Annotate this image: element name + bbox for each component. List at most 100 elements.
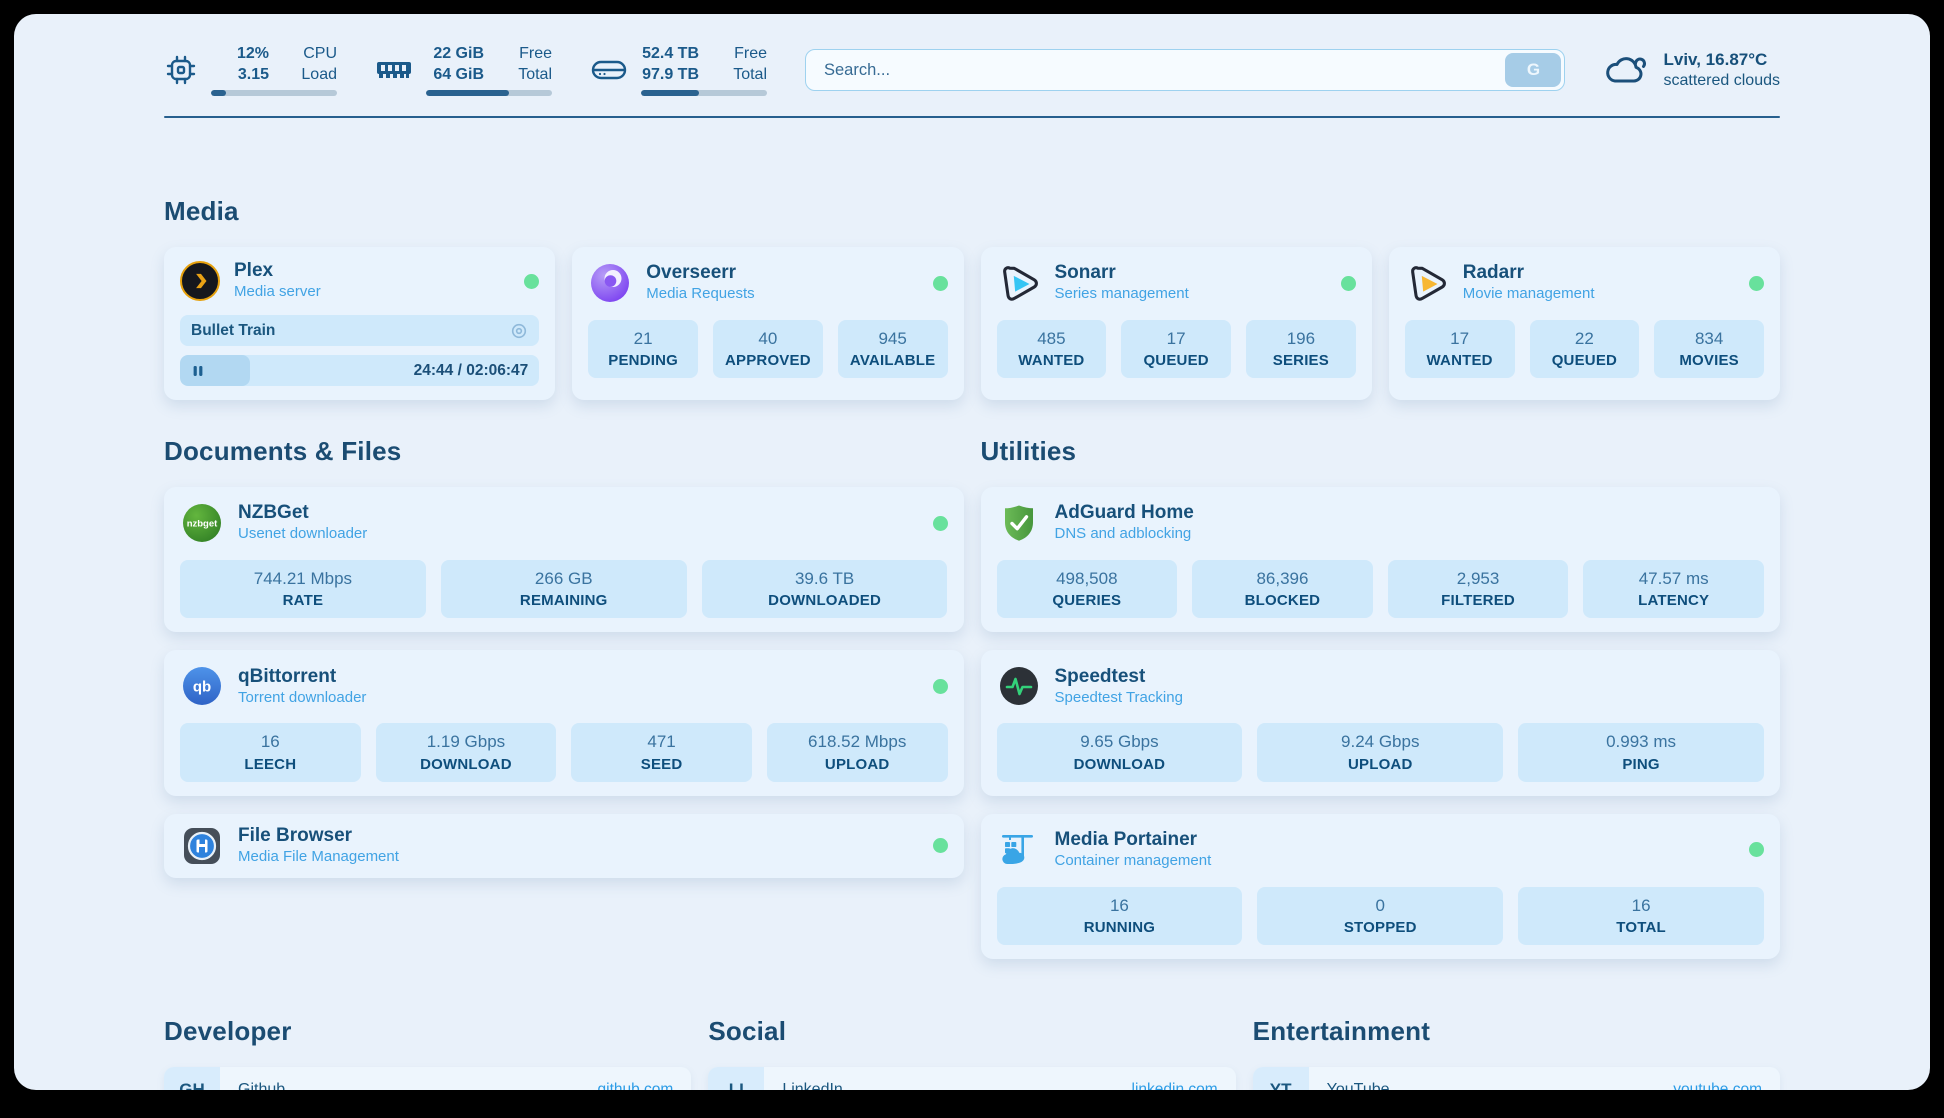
bookmark-url[interactable]: github.com [597, 1081, 674, 1090]
entertainment-section-title: Entertainment [1252, 1016, 1431, 1047]
cpu-usage: 12% [236, 45, 269, 63]
bookmark-linkedin[interactable]: LI LinkedIn linkedin.com [708, 1067, 1236, 1090]
app-card-speedtest[interactable]: Speedtest Speedtest Tracking 9.65 Gbps D… [980, 650, 1780, 796]
utilities-section-title: Utilities [980, 436, 1077, 466]
stat-download: 9.65 Gbps DOWNLOAD [996, 723, 1243, 782]
developer-section-title: Developer [164, 1016, 292, 1047]
weather-condition: scattered clouds [1663, 71, 1780, 89]
app-card-overseerr[interactable]: Overseerr Media Requests 21 PENDING 40 A… [572, 247, 964, 400]
memory-progress-track [426, 89, 552, 96]
memory-label-2: Total [518, 65, 552, 83]
stat-total: 16 TOTAL [1518, 886, 1764, 946]
playback-time: 24:44 / 02:06:47 [413, 361, 529, 379]
app-subtitle: Container management [1054, 851, 1212, 869]
cpu-metric: 12% 3.15 CPU Load [164, 44, 337, 96]
stat-seed: 471 SEED [571, 723, 752, 782]
app-subtitle: Media server [234, 283, 321, 301]
cpu-progress-track [211, 89, 337, 96]
bookmark-github[interactable]: GH Github github.com [164, 1067, 692, 1090]
app-card-sonarr[interactable]: Sonarr Series management 485 WANTED 17 Q… [980, 247, 1372, 400]
app-name: Plex [234, 260, 274, 282]
app-name: Overseerr [646, 262, 737, 284]
bookmark-abbr: LI [708, 1067, 765, 1090]
stat-upload: 618.52 Mbps UPLOAD [766, 723, 948, 782]
bookmark-group-social: Social LI LinkedIn linkedin.com TW Twitt… [708, 1016, 1236, 1090]
playback-progress-fill [180, 355, 251, 386]
app-card-adguard[interactable]: AdGuard Home DNS and adblocking 498,508 … [980, 487, 1780, 633]
stat-upload: 9.24 Gbps UPLOAD [1257, 723, 1504, 782]
app-card-portainer[interactable]: Media Portainer Container management 16 … [980, 813, 1780, 960]
stat-wanted: 485 WANTED [996, 320, 1107, 379]
bookmark-url[interactable]: youtube.com [1673, 1081, 1762, 1090]
search-input[interactable] [806, 60, 1506, 80]
app-name: NZBGet [238, 502, 309, 524]
stat-series: 196 SERIES [1246, 320, 1356, 379]
app-name: Sonarr [1054, 262, 1116, 284]
bookmarks: Developer GH Github github.com SO StackO… [164, 1016, 1780, 1090]
stat-rate: 744.21 Mbps RATE [180, 560, 426, 619]
stat-blocked: 86,396 BLOCKED [1192, 560, 1373, 619]
storage-icon [591, 60, 627, 80]
app-card-qbittorrent[interactable]: qb qBittorrent Torrent downloader 16 LEE… [164, 650, 964, 796]
cpu-label-2: Load [301, 65, 337, 83]
radarr-icon [1405, 261, 1449, 305]
svg-text:nzbget: nzbget [187, 519, 218, 530]
app-card-filebrowser[interactable]: File Browser Media File Management [164, 813, 964, 878]
stat-ping: 0.993 ms PING [1518, 723, 1764, 782]
topbar: 12% 3.15 CPU Load [164, 38, 1780, 102]
app-subtitle: Media Requests [646, 285, 755, 303]
nzbget-icon: nzbget [180, 501, 224, 545]
stat-latency: 47.57 ms LATENCY [1583, 560, 1764, 619]
stat-running: 16 RUNNING [996, 886, 1243, 946]
app-subtitle: Movie management [1462, 285, 1595, 303]
app-name: File Browser [238, 825, 353, 847]
adguard-icon [997, 501, 1041, 545]
media-disc-icon [512, 323, 527, 338]
app-subtitle: Media File Management [238, 847, 399, 865]
bookmark-abbr: GH [164, 1067, 220, 1090]
app-card-radarr[interactable]: Radarr Movie management 17 WANTED 22 QUE… [1388, 247, 1780, 400]
portainer-icon [997, 828, 1041, 872]
search-provider-button[interactable]: G [1505, 53, 1562, 87]
storage-progress-fill [641, 89, 699, 96]
bookmark-youtube[interactable]: YT YouTube youtube.com [1252, 1067, 1780, 1090]
storage-label-1: Free [734, 45, 767, 63]
dashboard-frame: 12% 3.15 CPU Load [14, 14, 1930, 1090]
stat-stopped: 0 STOPPED [1257, 886, 1504, 946]
stat-pending: 21 PENDING [588, 320, 698, 379]
stat-approved: 40 APPROVED [713, 320, 823, 379]
app-name: AdGuard Home [1054, 502, 1194, 524]
status-dot [524, 273, 540, 289]
storage-metric: 52.4 TB 97.9 TB Free Total [590, 44, 767, 96]
bookmark-name: LinkedIn [782, 1081, 843, 1090]
system-metrics: 12% 3.15 CPU Load [164, 44, 767, 96]
storage-free: 52.4 TB [642, 45, 699, 63]
app-subtitle: DNS and adblocking [1054, 525, 1192, 543]
overseerr-icon [588, 261, 632, 305]
sonarr-icon [997, 261, 1041, 305]
plex-icon [180, 261, 220, 301]
speedtest-icon [997, 664, 1041, 708]
bookmark-name: Github [238, 1081, 286, 1090]
memory-free: 22 GiB [433, 45, 484, 63]
memory-label-1: Free [519, 45, 552, 63]
cpu-load-avg: 3.15 [237, 65, 269, 83]
social-section-title: Social [708, 1016, 787, 1047]
app-card-nzbget[interactable]: nzbget NZBGet Usenet downloader 744.21 M… [164, 487, 964, 633]
stat-wanted: 17 WANTED [1404, 320, 1515, 379]
app-name: qBittorrent [238, 665, 337, 687]
app-card-plex[interactable]: Plex Media server Bullet Train [164, 247, 556, 400]
topbar-divider [164, 116, 1780, 118]
stat-movies: 834 MOVIES [1654, 320, 1764, 379]
weather-location-temp: Lviv, 16.87°C [1663, 49, 1768, 69]
search-bar[interactable]: G [805, 49, 1566, 91]
bookmark-url[interactable]: linkedin.com [1131, 1081, 1218, 1090]
stat-queued: 22 QUEUED [1529, 320, 1640, 379]
status-dot [932, 838, 948, 854]
svg-text:qb: qb [193, 679, 211, 696]
filebrowser-icon [180, 824, 224, 868]
app-subtitle: Usenet downloader [238, 525, 368, 543]
bookmark-abbr: YT [1252, 1067, 1309, 1090]
stat-queued: 17 QUEUED [1121, 320, 1231, 379]
section-media: Media Plex Media server Bullet Train [164, 196, 1780, 400]
